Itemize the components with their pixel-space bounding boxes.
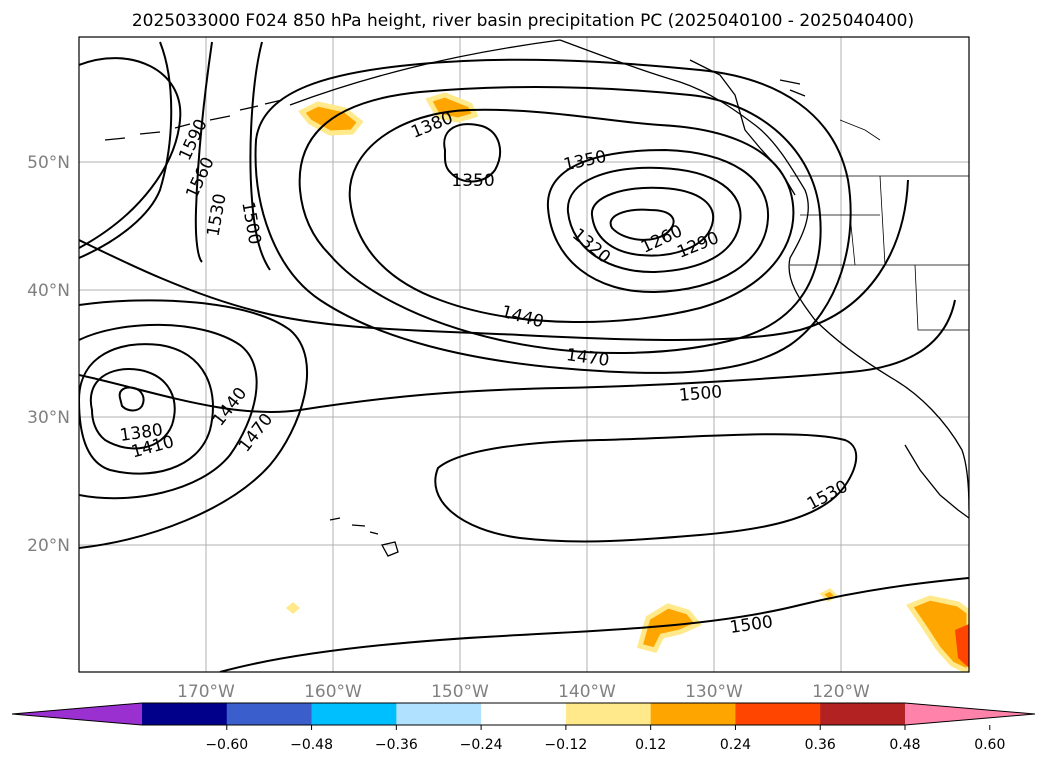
colorbar-tick-label: 0.36 — [805, 737, 836, 753]
political-boundaries — [790, 119, 969, 331]
contour-1560-west — [79, 41, 173, 259]
contour-1500-mid — [79, 179, 909, 341]
colorbar-segment — [481, 703, 567, 725]
colorbar-segment — [311, 703, 397, 725]
contour-1350-main — [546, 148, 770, 294]
lon-label: 150°W — [431, 682, 489, 702]
contour-1350-small — [443, 123, 502, 183]
colorbar-tick-label: −0.48 — [290, 737, 333, 753]
colorbar-segment — [565, 703, 652, 725]
contour-1380-north — [348, 108, 795, 324]
contour-1440 — [298, 85, 822, 354]
coastline-alaska — [289, 39, 969, 511]
colorbar-tick-label: −0.12 — [544, 737, 587, 753]
colorbar-tick-label: 0.60 — [974, 737, 1005, 753]
map-background — [79, 37, 969, 672]
colorbar-segment — [396, 703, 482, 725]
colorbar-extend-high — [905, 703, 1035, 725]
lat-label: 40°N — [27, 281, 70, 301]
contour-1320 — [566, 166, 742, 274]
lon-label: 160°W — [304, 682, 362, 702]
lat-label: 20°N — [27, 536, 70, 556]
contour-1500-west — [249, 41, 271, 271]
lat-label: 30°N — [27, 408, 70, 428]
contour-1470-low — [79, 299, 308, 549]
colorbar-segment — [650, 703, 736, 725]
colorbar-tick-label: 0.48 — [889, 737, 920, 753]
coastline-canada-islands — [689, 59, 796, 196]
contour-1530-south — [434, 433, 858, 543]
shade-patch-south-central — [636, 603, 703, 653]
gridlines — [79, 37, 969, 672]
lon-label: 130°W — [685, 682, 743, 702]
contour-1380-low-core — [118, 386, 145, 412]
contour-1530-large — [79, 299, 956, 413]
contour-1290 — [590, 186, 715, 257]
lon-label: 170°W — [177, 682, 235, 702]
longitude-labels: 170°W 160°W 150°W 140°W 130°W 120°W — [177, 682, 870, 702]
contour-1590-west — [79, 57, 182, 249]
colorbar-tick-label: −0.24 — [460, 737, 503, 753]
contour-1500-south — [219, 577, 969, 672]
colorbar-tick-label: −0.36 — [375, 737, 418, 753]
coastline-aleutians — [104, 99, 283, 141]
shade-patch-mexico-core — [955, 624, 969, 668]
colorbar-extend-low — [12, 703, 142, 725]
colorbar-tick-label: 0.12 — [635, 737, 666, 753]
lat-label: 50°N — [27, 153, 70, 173]
coastline-small-islands — [779, 79, 806, 97]
coastlines — [104, 39, 969, 557]
border-alaska — [839, 119, 881, 141]
colorbar-segment — [226, 703, 313, 725]
colorbar-tick-label: −0.60 — [205, 737, 248, 753]
border-states-west — [790, 175, 969, 331]
contour-1410-low — [79, 343, 214, 475]
colorbar-segment — [735, 703, 821, 725]
colorbar-outline — [11, 702, 1036, 726]
map-panel: 1590 1560 1530 1500 1380 1350 1350 1320 … — [78, 36, 970, 673]
latitude-labels: 50°N 40°N 30°N 20°N — [27, 153, 70, 556]
map-frame — [78, 36, 970, 673]
lon-label: 120°W — [812, 682, 870, 702]
contour-1440-low — [79, 323, 258, 500]
contour-1380-low — [89, 368, 176, 450]
coastline-mexico — [904, 444, 969, 519]
contour-1530-west — [194, 41, 213, 263]
height-contours — [79, 41, 969, 672]
lon-label: 140°W — [558, 682, 616, 702]
map-title: 2025033000 F024 850 hPa height, river ba… — [132, 11, 914, 31]
contour-1470 — [254, 58, 852, 374]
contour-1260 — [609, 208, 675, 241]
colorbar-tick-label: 0.24 — [720, 737, 751, 753]
colorbar-segment — [820, 703, 906, 725]
shade-patch-small-west — [286, 602, 300, 614]
colorbar: −0.60 −0.48 −0.36 −0.24 −0.12 0.12 0.24 0.36 0.4… — [11, 702, 1036, 753]
contour-label: 1500 — [678, 382, 723, 406]
coastline-hawaii — [329, 517, 399, 557]
shade-patch-mexico — [906, 595, 969, 672]
contour-label: 1350 — [451, 171, 494, 191]
colorbar-segment — [142, 703, 228, 725]
